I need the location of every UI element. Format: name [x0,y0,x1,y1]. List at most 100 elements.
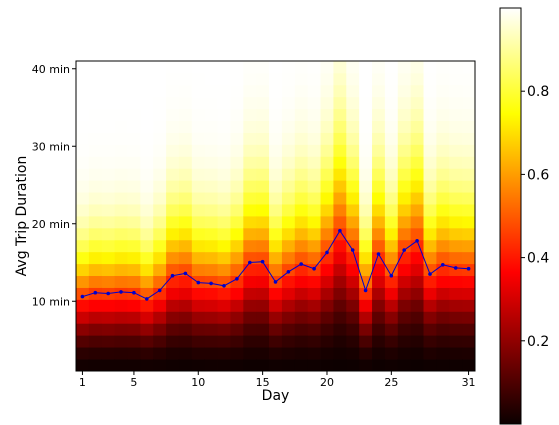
heat-cell [410,180,424,193]
heat-cell [269,263,283,277]
heat-cell [281,204,296,217]
heat-cell [359,84,373,98]
heat-cell [423,347,437,360]
heat-cell [127,108,141,122]
heat-cell [281,299,296,312]
heat-cell [166,72,180,86]
heat-cell [76,239,90,253]
heat-cell [359,359,373,372]
heat-cell [333,275,347,288]
data-point [312,266,316,271]
heat-cell [372,216,386,229]
heat-cell [127,168,141,181]
heat-cell [384,287,399,300]
heat-cell [140,96,154,110]
heat-cell [217,204,231,217]
heat-cell [307,227,321,241]
heat-cell [423,72,437,86]
heat-cell [230,168,244,181]
heat-cell [462,347,476,360]
heat-cell [101,156,116,169]
heat-cell [256,84,270,98]
heat-cell [217,156,231,169]
heat-cell [217,239,231,253]
heat-cell [333,263,347,277]
heat-cell [359,263,373,277]
heat-cell [127,311,141,324]
heat-cell [191,144,206,157]
heat-cell [372,227,386,241]
heat-cell [436,144,450,157]
heat-cell [372,108,386,122]
heat-cell [294,156,309,169]
heat-cell [101,311,116,324]
heat-cell [359,168,373,181]
heat-cell [114,239,128,253]
heat-cell [153,156,167,169]
heat-cell [462,227,476,241]
heat-cell [410,216,424,229]
heat-cell [346,347,360,360]
heat-cell [166,108,180,122]
heat-cell [256,227,270,241]
heat-cell [243,287,257,300]
data-point [106,291,110,296]
heat-cell [204,180,218,193]
heat-cell [101,192,116,205]
heat-cell [256,239,270,253]
heat-cell [269,216,283,229]
heat-cell [269,84,283,98]
heat-cell [243,84,257,98]
heat-cell [449,61,463,74]
heat-cell [346,287,360,300]
heat-cell [88,72,103,86]
heat-cell [101,204,116,217]
heat-cell [76,251,90,265]
heat-cell [204,359,218,372]
heat-cell [178,204,193,217]
heat-cell [76,144,90,157]
heat-cell [217,84,231,98]
heat-cell [372,311,386,324]
heat-cell [294,108,309,122]
heat-cell [230,216,244,229]
heat-cell [320,347,334,360]
heat-cell [256,359,270,372]
heat-cell [462,335,476,348]
heat-cell [256,120,270,133]
heat-cell [114,192,128,205]
heat-cell [294,311,309,324]
heat-cell [346,156,360,169]
heat-cell [88,227,103,241]
heat-cell [320,323,334,336]
heat-cell [372,132,386,145]
heat-cell [372,251,386,265]
heat-cell [256,323,270,336]
heat-cell [449,168,463,181]
heat-cell [269,96,283,110]
heat-cell [449,96,463,110]
heat-cell [114,216,128,229]
heat-cell [462,251,476,265]
data-point [119,290,123,294]
heat-cell [410,144,424,157]
heat-cell [204,251,218,265]
heat-cell [153,168,167,181]
heat-cell [101,347,116,360]
heat-cell [423,239,437,253]
data-point [183,271,188,276]
heat-cell [269,287,283,300]
data-point [402,248,407,252]
heat-cell [384,120,399,133]
heat-cell [230,96,244,110]
heat-cell [384,239,399,253]
heat-cell [307,108,321,122]
heat-cell [333,216,347,229]
heat-cell [127,180,141,193]
heat-cell [191,84,206,98]
heat-cell [423,96,437,110]
heat-cell [410,132,424,145]
heat-cell [114,96,128,110]
heat-cell [178,227,193,241]
heat-cell [243,120,257,133]
